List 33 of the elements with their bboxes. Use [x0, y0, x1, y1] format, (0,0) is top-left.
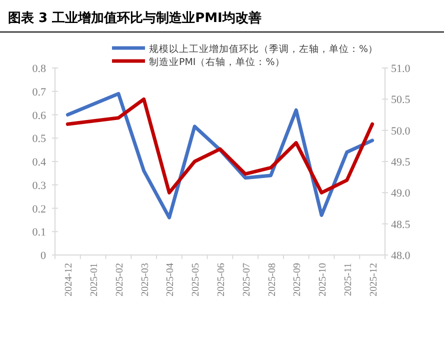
line-series [66, 97, 374, 194]
legend-label: 制造业PMI（右轴，单位：%） [149, 56, 285, 68]
x-tick-label: 2024-12 [64, 263, 75, 296]
y-tick-label: 0.5 [32, 133, 46, 146]
y2-tick-label: 48.5 [391, 218, 411, 231]
y-tick-label: 0.7 [32, 86, 46, 98]
x-tick-label: 2025-05 [190, 263, 202, 296]
y-tick-label: 0 [40, 250, 46, 262]
x-tick-label: 2025-08 [266, 263, 278, 296]
y2-tick-label: 51.0 [391, 63, 411, 75]
x-tick-label: 2025-09 [292, 263, 304, 296]
y2-tick-label: 48.0 [391, 250, 411, 262]
y-tick-label: 0.8 [32, 63, 46, 75]
y-tick-label: 0.2 [32, 203, 46, 216]
x-tick-label: 2025-02 [114, 263, 126, 296]
chart-title: 图表 3 工业增加值环比与制造业PMI均改善 [8, 10, 262, 26]
y2-tick-label: 49.0 [391, 188, 411, 200]
y-tick-label: 0.6 [32, 110, 46, 122]
x-tick-label: 2025-03 [140, 263, 151, 296]
x-tick-label: 2025-06 [216, 263, 227, 296]
x-tick-label: 2025-04 [165, 263, 176, 296]
legend-label: 规模以上工业增加值环比（季调，左轴，单位：%） [149, 43, 378, 55]
y2-tick-label: 49.5 [391, 156, 411, 168]
y-tick-label: 0.1 [32, 226, 46, 239]
y2-tick-label: 50.5 [391, 94, 411, 106]
x-tick-label: 2025-11 [342, 263, 354, 296]
y-tick-label: 0.3 [32, 180, 46, 192]
x-tick-label: 2025-12 [368, 263, 380, 296]
x-tick-label: 2025-07 [241, 263, 252, 296]
y-tick-label: 0.4 [32, 156, 46, 168]
x-tick-label: 2025-01 [89, 263, 100, 296]
y2-tick-label: 50.0 [391, 125, 411, 138]
x-tick-label: 2025-10 [318, 263, 329, 296]
